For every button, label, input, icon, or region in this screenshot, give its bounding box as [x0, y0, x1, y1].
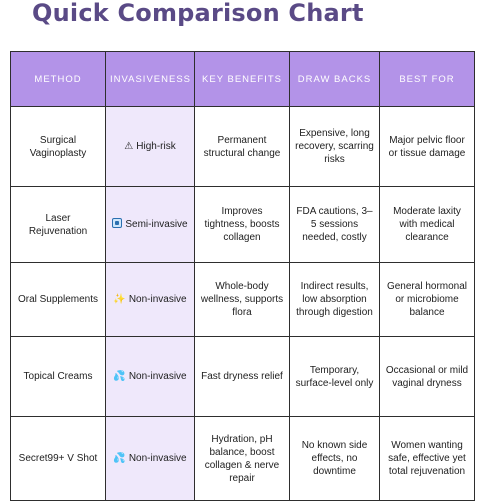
droplets-icon: 💦: [113, 453, 126, 464]
sparkle-icon: ✨: [113, 294, 126, 305]
blue-square-icon: [112, 218, 123, 228]
warning-icon: ⚠: [124, 141, 134, 152]
header-drawbacks: DRAW BACKS: [289, 51, 380, 107]
best-for-cell: General hormonal or microbiome balance: [379, 262, 475, 337]
invasiveness-label: Non-invasive: [128, 371, 187, 382]
drawbacks-cell: Indirect results, low absorption through…: [289, 262, 380, 337]
header-best-for: BEST FOR: [379, 51, 475, 107]
invasiveness-cell: ✨ Non-invasive: [105, 262, 195, 337]
benefits-cell: Improves tightness, boosts collagen: [194, 186, 290, 263]
method-cell: Secret99+ V Shot: [10, 416, 106, 501]
table-row: Oral Supplements ✨ Non-invasive Whole-bod…: [10, 262, 475, 337]
page-title: Quick Comparison Chart: [32, 0, 364, 27]
header-method: METHOD: [10, 51, 106, 107]
benefits-cell: Hydration, pH balance, boost collagen & …: [194, 416, 290, 501]
invasiveness-cell: Semi-invasive: [105, 186, 195, 263]
table-header-row: METHOD INVASIVENESS KEY BENEFITS DRAW BA…: [10, 51, 475, 107]
method-cell: Surgical Vaginoplasty: [10, 106, 106, 187]
drawbacks-cell: No known side effects, no downtime: [289, 416, 380, 501]
invasiveness-label: Non-invasive: [128, 453, 187, 464]
best-for-cell: Women wanting safe, effective yet total …: [379, 416, 475, 501]
table-row: Laser Rejuvenation Semi-invasive Improve…: [10, 186, 475, 263]
invasiveness-cell: ⚠ High-risk: [105, 106, 195, 187]
comparison-table: METHOD INVASIVENESS KEY BENEFITS DRAW BA…: [10, 51, 475, 501]
method-cell: Topical Creams: [10, 336, 106, 417]
table-row: Secret99+ V Shot 💦 Non-invasive Hydration…: [10, 416, 475, 501]
best-for-cell: Occasional or mild vaginal dryness: [379, 336, 475, 417]
droplets-icon: 💦: [113, 371, 126, 382]
benefits-cell: Fast dryness relief: [194, 336, 290, 417]
invasiveness-cell: 💦 Non-invasive: [105, 336, 195, 417]
benefits-cell: Whole-body wellness, supports flora: [194, 262, 290, 337]
best-for-cell: Major pelvic floor or tissue damage: [379, 106, 475, 187]
drawbacks-cell: Expensive, long recovery, scarring risks: [289, 106, 380, 187]
method-cell: Oral Supplements: [10, 262, 106, 337]
method-cell: Laser Rejuvenation: [10, 186, 106, 263]
benefits-cell: Permanent structural change: [194, 106, 290, 187]
invasiveness-label: Non-invasive: [128, 294, 187, 305]
table-row: Topical Creams 💦 Non-invasive Fast drynes…: [10, 336, 475, 417]
drawbacks-cell: FDA cautions, 3–5 sessions needed, costl…: [289, 186, 380, 263]
header-key-benefits: KEY BENEFITS: [194, 51, 290, 107]
invasiveness-label: High-risk: [136, 141, 176, 152]
header-invasiveness: INVASIVENESS: [105, 51, 195, 107]
best-for-cell: Moderate laxity with medical clearance: [379, 186, 475, 263]
invasiveness-cell: 💦 Non-invasive: [105, 416, 195, 501]
drawbacks-cell: Temporary, surface-level only: [289, 336, 380, 417]
invasiveness-label: Semi-invasive: [125, 219, 188, 230]
table-row: Surgical Vaginoplasty ⚠ High-risk Permane…: [10, 106, 475, 187]
